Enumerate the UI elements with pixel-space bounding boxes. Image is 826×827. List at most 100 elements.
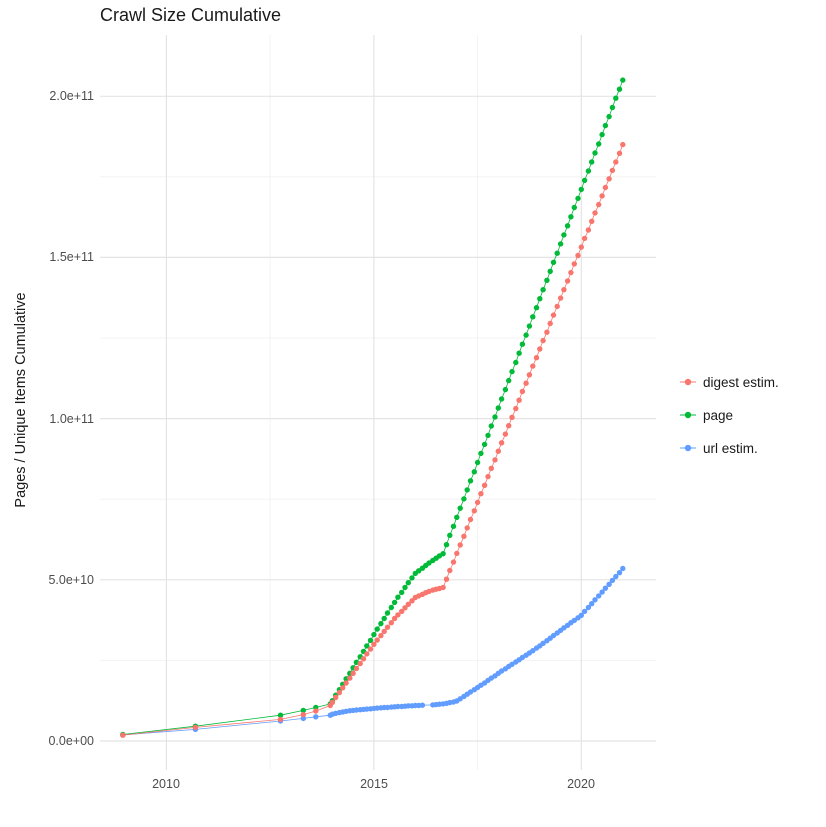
data-point [384,624,391,630]
data-point [596,141,602,147]
series-points-digest-estim [120,141,626,738]
data-point [533,305,540,311]
data-point [613,159,619,165]
data-point [554,250,560,256]
data-point [409,598,415,604]
data-point [277,712,284,718]
data-point [447,532,453,538]
data-point [502,386,509,393]
data-point [454,550,460,557]
data-point [300,711,306,718]
data-point [395,612,401,618]
data-point [564,278,571,284]
data-point [399,589,405,596]
data-point [506,423,512,429]
data-point [540,337,546,344]
data-point [575,252,581,259]
data-point [513,405,519,412]
data-point [613,573,619,580]
data-point [557,241,564,247]
data-point [395,703,401,710]
data-point [378,620,384,627]
data-point [568,269,574,276]
data-point [409,575,415,581]
data-point [367,646,374,652]
data-point [599,131,605,138]
data-point [340,685,346,691]
y-tick-label: 1.0e+11 [49,412,94,426]
data-point [578,244,584,250]
data-point [343,680,349,686]
data-point [443,576,450,582]
data-point [592,150,598,156]
legend-label: url estim. [703,440,758,456]
data-point [509,414,515,420]
x-tick-label: 2015 [360,777,388,791]
data-point [550,259,557,265]
data-point [581,608,588,615]
data-point [585,168,592,174]
data-point [313,708,319,714]
data-point [457,542,463,548]
data-point [616,86,623,92]
data-point [509,368,515,375]
data-point [602,585,609,591]
data-point [360,656,367,662]
data-point [519,341,526,347]
data-point [447,567,453,574]
data-point [589,159,595,165]
data-point [461,533,467,539]
data-point [537,346,543,352]
data-point [526,372,533,378]
data-point [589,218,595,224]
data-point [485,473,491,480]
data-point [585,227,592,233]
data-point [367,637,374,644]
data-point [192,724,199,731]
data-point [498,440,505,446]
data-point [120,732,126,738]
data-point [596,593,602,599]
data-point [530,314,536,320]
legend-key-icon [680,378,696,386]
chart-title: Crawl Size Cumulative [100,5,282,25]
data-point [495,448,501,454]
data-point [300,715,306,722]
y-tick-label: 0.0e+00 [48,734,94,748]
data-point [568,214,574,220]
data-point [313,714,319,720]
data-point [450,523,457,529]
y-tick-label: 2.0e+11 [49,89,94,103]
data-point [474,459,481,466]
y-tick-label: 1.5e+11 [49,250,94,264]
data-point [471,508,477,514]
data-point [357,660,363,667]
legend-item-digest-estim: digest estim. [678,372,779,392]
data-point [537,296,543,302]
data-point [547,268,553,274]
data-point [581,235,588,242]
data-point [405,580,411,586]
y-axis-title: Pages / Unique Items Cumulative [13,292,29,508]
data-point [374,637,380,643]
data-point [540,640,546,646]
legend-key-icon [680,411,696,419]
data-point [388,620,394,626]
data-point [336,689,343,696]
data-point [620,77,626,83]
data-point [606,176,612,182]
data-point [526,323,533,329]
data-point [353,665,360,672]
data-point [426,560,432,566]
data-point [481,482,488,488]
data-point [589,601,595,607]
data-point [381,615,387,622]
data-point [333,694,339,701]
data-point [599,589,605,595]
data-point [405,601,411,607]
data-point [399,608,405,615]
data-point [405,703,411,709]
data-point [533,355,540,361]
data-point [467,478,474,484]
